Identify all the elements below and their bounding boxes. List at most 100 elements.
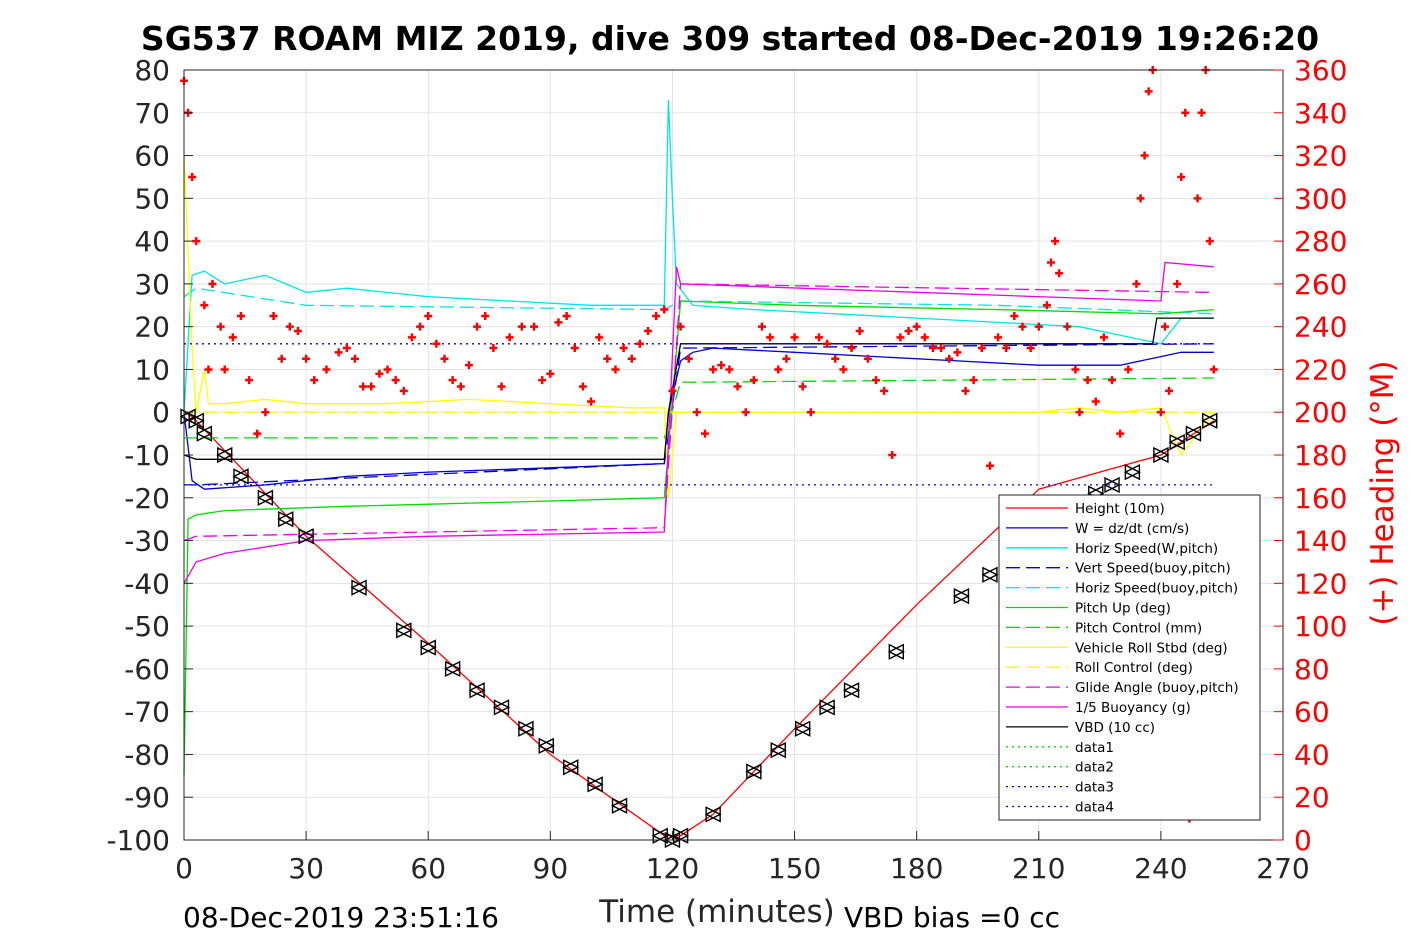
- x-tick-label-1: 30: [288, 852, 324, 885]
- heading-point-87: [880, 386, 889, 395]
- heading-point-119: [1124, 365, 1133, 374]
- left-tick-label-1: 70: [134, 97, 170, 130]
- heading-point-43: [517, 322, 526, 331]
- heading-point-22: [342, 344, 351, 353]
- heading-point-101: [994, 333, 1003, 342]
- heading-point-98: [969, 376, 978, 385]
- heading-point-49: [570, 344, 579, 353]
- heading-point-14: [269, 311, 278, 320]
- heading-point-97: [961, 386, 970, 395]
- x-tick-label-9: 270: [1256, 852, 1309, 885]
- heading-point-66: [709, 365, 718, 374]
- right-tick-label-3: 300: [1294, 182, 1347, 215]
- heading-point-48: [562, 311, 571, 320]
- height-marker-25: [794, 720, 812, 737]
- heading-point-60: [660, 305, 669, 314]
- heading-point-56: [627, 354, 636, 363]
- series-line-pitch_up: [183, 300, 1214, 776]
- heading-point-108: [1046, 258, 1055, 267]
- series-line-roll: [183, 155, 1215, 498]
- heading-point-86: [871, 376, 880, 385]
- heading-point-29: [399, 386, 408, 395]
- heading-point-90: [904, 326, 913, 335]
- legend-label-8: Roll Control (deg): [1075, 660, 1193, 676]
- heading-point-120: [1132, 279, 1141, 288]
- right-tick-label-13: 100: [1294, 610, 1347, 643]
- heading-point-39: [481, 311, 490, 320]
- legend-label-11: VBD (10 cc): [1075, 720, 1155, 736]
- heading-point-71: [749, 376, 758, 385]
- heading-point-112: [1071, 365, 1080, 374]
- heading-point-116: [1099, 333, 1108, 342]
- heading-point-118: [1116, 429, 1125, 438]
- heading-point-84: [855, 326, 864, 335]
- height-marker-35: [1168, 434, 1186, 451]
- left-tick-label-11: -30: [124, 525, 170, 558]
- height-marker-10: [419, 639, 437, 656]
- left-tick-label-3: 50: [134, 182, 170, 215]
- series-line-w: [183, 347, 1214, 490]
- heading-point-2: [188, 172, 197, 181]
- heading-point-67: [717, 361, 726, 370]
- left-tick-label-17: -90: [124, 781, 170, 814]
- height-marker-1: [187, 412, 205, 429]
- heading-point-51: [587, 397, 596, 406]
- heading-point-17: [293, 326, 302, 335]
- heading-point-94: [937, 344, 946, 353]
- heading-point-38: [473, 322, 482, 331]
- left-tick-label-10: -20: [124, 482, 170, 515]
- height-marker-4: [232, 468, 250, 485]
- heading-point-15: [277, 354, 286, 363]
- heading-point-30: [407, 333, 416, 342]
- legend-label-14: data3: [1075, 780, 1114, 796]
- series-line-buoy: [183, 261, 1214, 584]
- x-axis-label: Time (minutes): [598, 894, 834, 930]
- heading-point-64: [692, 408, 701, 417]
- legend-label-12: data1: [1075, 740, 1114, 756]
- heading-point-27: [383, 365, 392, 374]
- right-tick-label-14: 80: [1294, 653, 1330, 686]
- legend-label-3: Vert Speed(buoy,pitch): [1075, 561, 1231, 577]
- heading-point-50: [578, 382, 587, 391]
- right-tick-label-8: 200: [1294, 396, 1347, 429]
- heading-point-35: [448, 376, 457, 385]
- height-marker-5: [256, 489, 274, 506]
- height-marker-2: [195, 425, 213, 442]
- height-marker-15: [537, 737, 555, 755]
- height-marker-3: [216, 446, 234, 464]
- right-axis-ticks: 3603403203002802602402202001801601401201…: [1274, 54, 1347, 857]
- right-tick-label-2: 320: [1294, 140, 1347, 173]
- heading-point-44: [530, 322, 539, 331]
- heading-point-70: [741, 408, 750, 417]
- heading-point-7: [216, 322, 225, 331]
- heading-point-109: [1051, 237, 1060, 246]
- x-tick-label-7: 210: [1012, 852, 1065, 885]
- heading-point-5: [204, 365, 213, 374]
- right-tick-label-12: 120: [1294, 567, 1347, 600]
- heading-point-16: [285, 322, 294, 331]
- heading-point-137: [1205, 237, 1214, 246]
- right-tick-label-10: 160: [1294, 482, 1347, 515]
- legend-label-0: Height (10m): [1075, 501, 1165, 517]
- right-tick-label-7: 220: [1294, 353, 1347, 386]
- heading-point-114: [1083, 376, 1092, 385]
- height-marker-12: [468, 682, 486, 699]
- left-tick-label-14: -60: [124, 653, 170, 686]
- heading-point-10: [236, 311, 245, 320]
- heading-point-82: [839, 365, 848, 374]
- x-tick-label-5: 150: [768, 852, 821, 885]
- right-tick-label-15: 60: [1294, 696, 1330, 729]
- heading-point-91: [912, 322, 921, 331]
- heading-point-42: [505, 333, 514, 342]
- legend-label-13: data2: [1075, 760, 1114, 776]
- heading-point-37: [464, 361, 473, 370]
- heading-point-31: [416, 322, 425, 331]
- heading-point-21: [334, 348, 343, 357]
- height-marker-23: [745, 763, 763, 780]
- x-tick-label-2: 60: [410, 852, 446, 885]
- heading-point-81: [831, 354, 840, 363]
- heading-point-8: [220, 365, 229, 374]
- right-tick-label-17: 20: [1294, 781, 1330, 814]
- heading-point-46: [546, 369, 555, 378]
- x-tick-label-3: 90: [533, 852, 569, 885]
